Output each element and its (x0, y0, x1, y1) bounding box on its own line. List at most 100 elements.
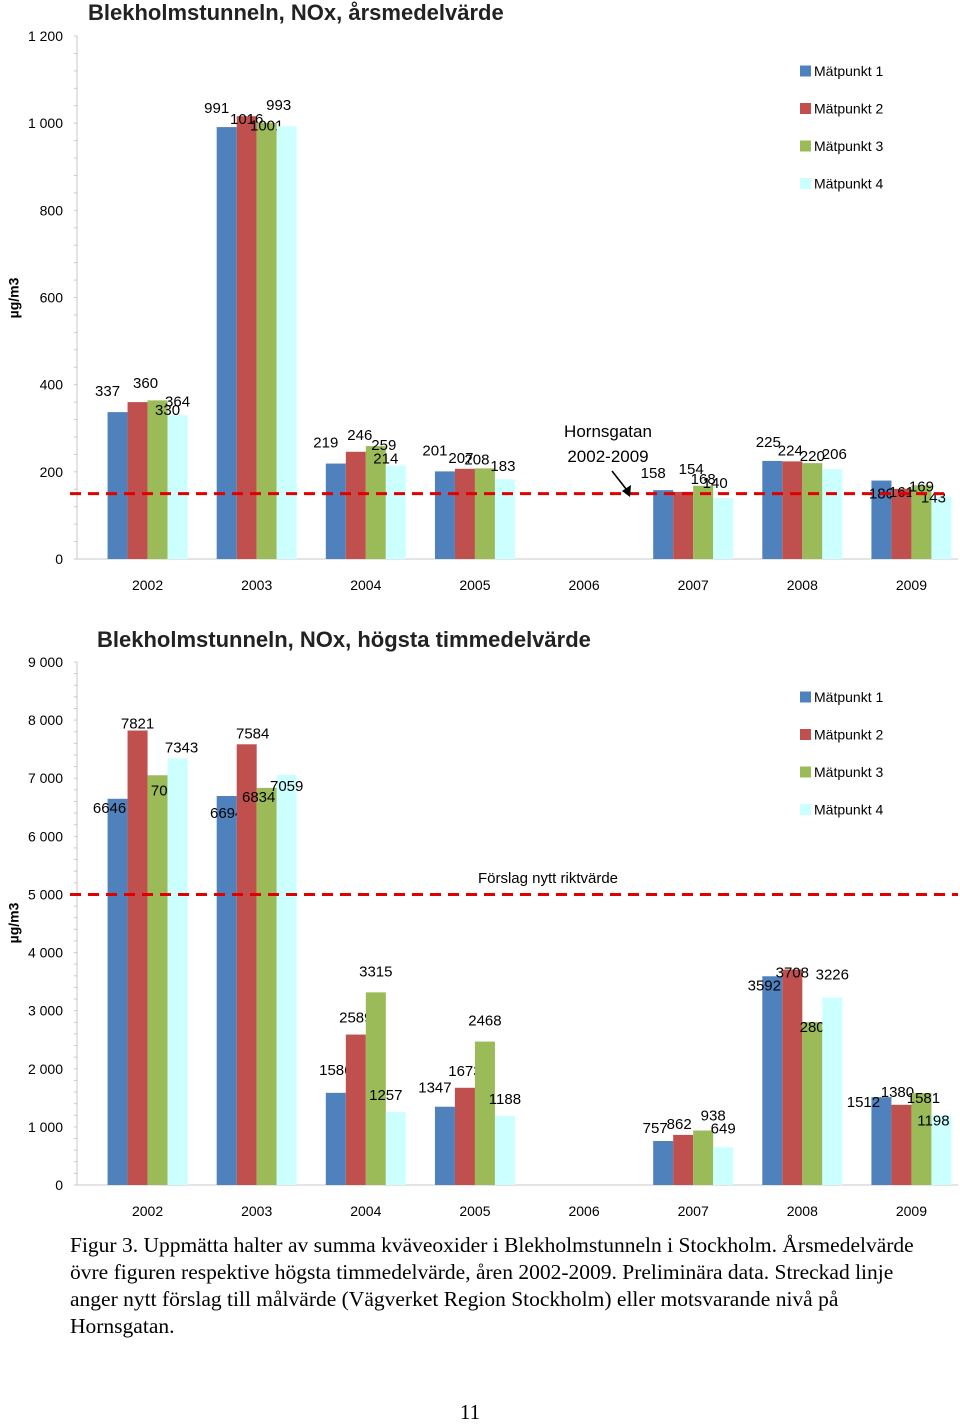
y-tick-label: 7 000 (28, 770, 63, 786)
data-label-2002: 330 (155, 402, 180, 419)
page-number: 11 (459, 1400, 481, 1424)
annotation-text: 2002-2009 (567, 447, 648, 466)
y-tick-label: 2 000 (28, 1061, 63, 1077)
y-tick-label: 600 (40, 290, 64, 306)
data-label-2002: 7343 (165, 739, 198, 756)
x-tick-label-2005: 2005 (459, 577, 490, 593)
x-tick-label-2004: 2004 (350, 577, 381, 593)
data-label-2007: 158 (641, 465, 666, 482)
data-label-2004: 219 (313, 435, 338, 452)
bar-mätpunkt-3-2002 (147, 775, 168, 1185)
data-label-2002: 7821 (121, 716, 154, 733)
data-label-2009: 1198 (917, 1112, 949, 1129)
data-label-2005: 1347 (418, 1080, 451, 1097)
bar-mätpunkt-2-2005 (454, 1087, 475, 1185)
bar-mätpunkt-2-2009 (891, 488, 912, 559)
data-label-2007: 140 (703, 475, 728, 492)
bar-mätpunkt-1-2007 (653, 490, 674, 559)
data-label-2007: 862 (667, 1116, 692, 1133)
legend-swatch (800, 178, 811, 189)
bar-mätpunkt-4-2008 (822, 997, 843, 1185)
data-label-2008: 206 (822, 446, 847, 463)
bar-mätpunkt-4-2003 (276, 126, 297, 559)
bar-mätpunkt-2-2007 (673, 1134, 694, 1185)
x-tick-label-2003: 2003 (241, 1203, 272, 1219)
data-label-2005: 1188 (489, 1091, 521, 1108)
bar-mätpunkt-1-2003 (216, 796, 237, 1185)
bar-mätpunkt-1-2007 (653, 1141, 674, 1185)
legend-label: Mätpunkt 2 (814, 727, 883, 743)
data-label-2007: 757 (643, 1120, 668, 1137)
bar-mätpunkt-2-2008 (782, 461, 803, 559)
legend-swatch (800, 140, 811, 152)
bar-mätpunkt-1-2002 (107, 798, 128, 1185)
x-tick-label-2008: 2008 (787, 577, 818, 593)
legend-swatch (800, 804, 811, 815)
data-label-2004: 246 (347, 427, 372, 444)
bar-mätpunkt-3-2004 (365, 992, 386, 1185)
legend-swatch (800, 729, 811, 740)
data-label-2002: 360 (133, 375, 158, 392)
bar-mätpunkt-1-2008 (762, 976, 783, 1185)
data-label-2003: 7584 (236, 725, 269, 742)
y-tick-label: 9 000 (28, 654, 63, 670)
y-tick-label: 0 (55, 1177, 63, 1193)
bar-mätpunkt-1-2008 (762, 460, 783, 559)
x-tick-label-2002: 2002 (132, 1203, 163, 1219)
y-tick-label: 6 000 (28, 828, 63, 844)
data-label-2004: 259 (371, 437, 396, 454)
bar-mätpunkt-3-2002 (147, 400, 168, 559)
legend-label: Mätpunkt 4 (814, 802, 883, 818)
bar-mätpunkt-4-2004 (385, 1111, 406, 1185)
bar-mätpunkt-4-2007 (713, 1147, 734, 1185)
data-label-2007: 938 (701, 1107, 726, 1124)
bar-mätpunkt-4-2002 (167, 415, 188, 559)
bar-mätpunkt-1-2003 (216, 127, 237, 559)
y-tick-label: 1 000 (28, 1119, 63, 1135)
y-tick-label: 0 (55, 551, 63, 567)
x-tick-label-2005: 2005 (459, 1203, 490, 1219)
bar-mätpunkt-2-2005 (454, 468, 475, 559)
data-label-2008: 3708 (776, 965, 809, 982)
bar-mätpunkt-4-2007 (713, 497, 734, 559)
bar-mätpunkt-4-2009 (931, 1115, 952, 1185)
data-label-2003: 6694 (210, 805, 243, 822)
legend-label: Mätpunkt 4 (814, 176, 883, 192)
data-label-2007: 154 (679, 461, 704, 478)
legend-label: Mätpunkt 2 (814, 101, 883, 117)
data-label-2002: 337 (95, 383, 120, 400)
bar-mätpunkt-2-2002 (127, 402, 148, 559)
y-tick-label: 5 000 (28, 886, 63, 902)
chart-annual-mean: Blekholmstunneln, NOx, årsmedelvärde µg/m… (6, 0, 958, 593)
bar-mätpunkt-4-2005 (494, 479, 515, 559)
bar-mätpunkt-3-2005 (474, 1041, 495, 1185)
bar-mätpunkt-3-2008 (802, 463, 823, 559)
bar-mätpunkt-3-2008 (802, 1022, 823, 1185)
annotation-arrowhead (622, 485, 631, 497)
legend-label: Mätpunkt 1 (814, 63, 883, 79)
chart-title: Blekholmstunneln, NOx, högsta timmedelvä… (97, 627, 591, 652)
y-tick-label: 1 200 (28, 28, 63, 44)
bar-mätpunkt-3-2003 (256, 122, 277, 559)
data-label-2003: 1001 (250, 118, 283, 135)
data-label-2009: 1512 (847, 1094, 880, 1111)
legend-label: Mätpunkt 3 (814, 764, 883, 780)
x-tick-label-2008: 2008 (787, 1203, 818, 1219)
legend-background (761, 674, 931, 834)
data-label-2008: 3226 (816, 967, 849, 984)
bar-mätpunkt-2-2003 (236, 116, 257, 560)
data-label-2005: 183 (490, 458, 515, 475)
data-label-2008: 220 (800, 448, 825, 465)
y-tick-label: 200 (40, 464, 64, 480)
data-label-2003: 1016 (230, 111, 263, 128)
x-tick-label-2009: 2009 (896, 577, 927, 593)
x-tick-label-2006: 2006 (568, 577, 599, 593)
data-label-2005: 1673 (448, 1063, 481, 1080)
y-axis-label: µg/m3 (6, 902, 22, 943)
y-tick-label: 3 000 (28, 1003, 63, 1019)
bar-mätpunkt-1-2009 (871, 1097, 892, 1185)
x-tick-label-2007: 2007 (678, 577, 709, 593)
bar-mätpunkt-3-2009 (911, 485, 932, 559)
bar-mätpunkt-3-2003 (256, 787, 277, 1185)
data-label-2009: 169 (909, 478, 934, 495)
